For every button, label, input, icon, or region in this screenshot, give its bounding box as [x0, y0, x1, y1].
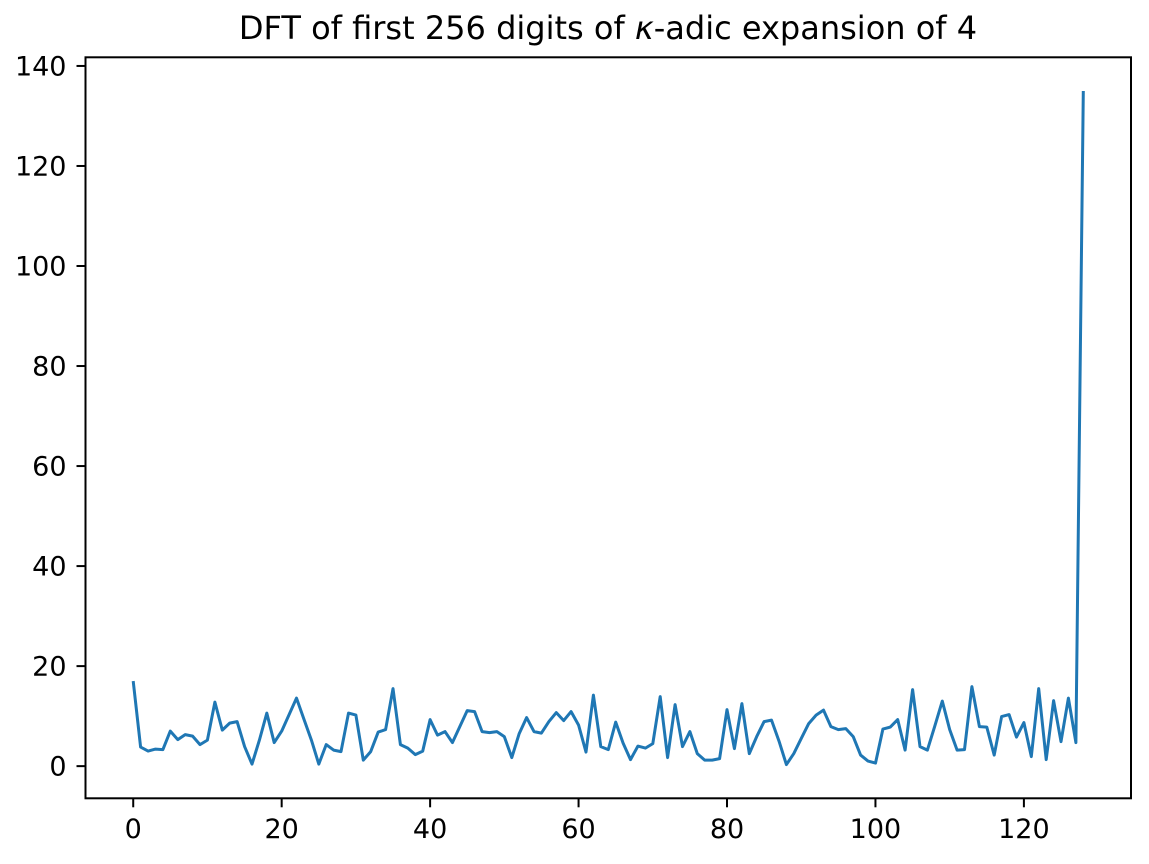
x-axis-tick-label: 120	[998, 814, 1050, 845]
y-axis-tick-label: 0	[49, 752, 66, 783]
axes-spines	[84, 56, 1132, 800]
y-axis-tick-label: 20	[32, 652, 66, 683]
x-axis-tick-label: 20	[264, 814, 298, 845]
chart-title: DFT of first 256 digits of κ-adic expans…	[85, 9, 1131, 47]
y-axis-tick-label: 100	[15, 252, 67, 283]
chart-title-suffix: -adic expansion of 4	[653, 9, 978, 47]
x-axis-tick-label: 100	[850, 814, 902, 845]
x-axis-tick-label: 0	[125, 814, 142, 845]
y-axis-tick-label: 40	[32, 552, 66, 583]
x-axis-tick-label: 80	[710, 814, 744, 845]
y-axis-tick-label: 60	[32, 452, 66, 483]
y-axis-tick-label: 80	[32, 352, 66, 383]
chart-title-prefix: DFT of first 256 digits of	[238, 9, 635, 47]
y-axis-tick-label: 120	[15, 151, 67, 182]
y-axis-tick-label: 140	[15, 51, 67, 82]
x-axis-tick-label: 60	[561, 814, 595, 845]
x-axis-tick-label: 40	[413, 814, 447, 845]
dft-series-line	[131, 90, 1085, 767]
kappa-symbol: κ	[634, 9, 654, 47]
